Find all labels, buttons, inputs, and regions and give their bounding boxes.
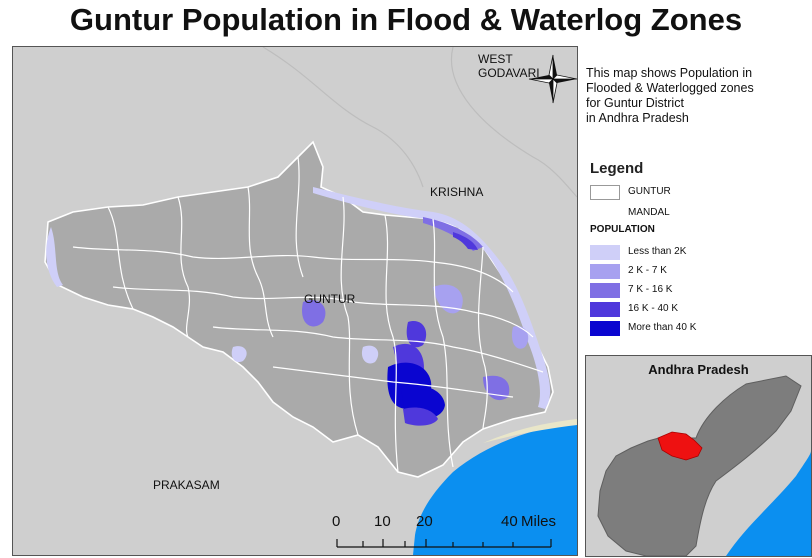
legend-title: Legend (590, 160, 644, 177)
zone-2k-7k (433, 284, 463, 314)
scale-unit: Miles (521, 513, 557, 530)
legend-label: 2 K - 7 K (628, 265, 667, 276)
legend-swatch (590, 185, 620, 200)
legend-label: GUNTUR (628, 186, 671, 197)
flood-zones (46, 187, 551, 426)
scale-tick-40: 40 (501, 513, 518, 530)
legend-swatch (590, 264, 620, 279)
inset-map-andhra-pradesh[interactable]: Andhra Pradesh (585, 355, 812, 557)
legend-label: More than 40 K (628, 322, 697, 333)
inset-map-canvas (586, 356, 811, 556)
label-guntur: GUNTUR (304, 292, 356, 306)
description-line: Flooded & Waterlogged zones (586, 81, 754, 95)
legend-label: 7 K - 16 K (628, 284, 673, 295)
coastline-sand (483, 419, 577, 443)
legend-population-title: POPULATION (590, 224, 655, 235)
legend-swatch (590, 321, 620, 336)
description-line: for Guntur District (586, 96, 684, 110)
andhra-pradesh-shape (597, 375, 802, 556)
legend-swatch (590, 283, 620, 298)
mandal-boundaries (72, 156, 544, 473)
map-description: This map shows Population in Flooded & W… (586, 66, 808, 126)
legend-swatch (590, 206, 620, 221)
main-map-canvas (13, 47, 577, 555)
legend-label: 16 K - 40 K (628, 303, 679, 314)
zone-less-than-2k (46, 227, 63, 287)
zone-7k-16k (302, 299, 326, 327)
river-line (450, 47, 577, 198)
description-line: This map shows Population in (586, 66, 753, 80)
label-krishna: KRISHNA (430, 185, 484, 199)
scale-bar (336, 539, 552, 548)
zone-less-than-2k (231, 346, 247, 363)
bay-of-bengal (413, 422, 577, 555)
map-title: Guntur Population in Flood & Waterlog Zo… (69, 2, 743, 37)
river-line (262, 47, 424, 188)
zone-2k-7k (511, 326, 529, 349)
description-line: in Andhra Pradesh (586, 111, 689, 125)
inset-title: Andhra Pradesh (648, 362, 749, 377)
scale-tick-10: 10 (374, 513, 391, 530)
label-prakasam: PRAKASAM (153, 478, 220, 492)
label-west-godavari: WEST GODAVARI (478, 52, 540, 80)
legend-swatch (590, 302, 620, 317)
zone-16k-40k (453, 232, 478, 250)
zone-16k-40k (403, 407, 438, 426)
scale-tick-20: 20 (416, 513, 433, 530)
legend-label: Less than 2K (628, 246, 687, 257)
legend-label: MANDAL (628, 207, 670, 218)
legend-swatch (590, 245, 620, 260)
zone-less-than-2k (361, 345, 379, 364)
main-map[interactable]: WEST GODAVARI KRISHNA GUNTUR PRAKASAM 0 … (12, 46, 578, 556)
compass-rose-icon (528, 54, 577, 104)
inset-sea (726, 451, 811, 556)
scale-tick-0: 0 (332, 513, 341, 530)
guntur-highlight (657, 431, 703, 461)
